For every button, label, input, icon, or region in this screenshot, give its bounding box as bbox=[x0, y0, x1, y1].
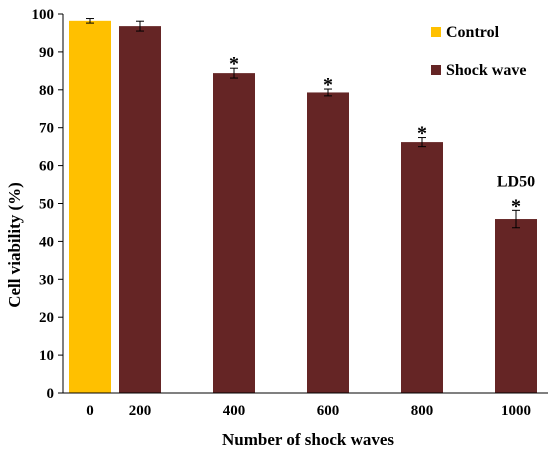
y-tick-label: 90 bbox=[39, 45, 54, 61]
significance-markers: * * * * bbox=[229, 53, 521, 217]
legend-label: Control bbox=[446, 24, 500, 41]
bar-800 bbox=[401, 142, 443, 393]
y-tick-label: 40 bbox=[39, 234, 54, 250]
bar-0 bbox=[69, 20, 111, 394]
y-tick-label: 60 bbox=[39, 159, 54, 175]
y-tick-label: 30 bbox=[39, 272, 54, 288]
y-axis-ticks: 0 10 20 30 40 50 60 70 80 90 100 bbox=[32, 7, 63, 402]
bar-200 bbox=[119, 26, 161, 394]
bar-1000 bbox=[495, 219, 537, 393]
y-tick-label: 80 bbox=[39, 83, 54, 99]
y-tick-label: 100 bbox=[32, 7, 55, 23]
x-tick-label: 800 bbox=[411, 403, 434, 419]
x-tick-label: 200 bbox=[129, 403, 152, 419]
bar-400 bbox=[213, 73, 255, 394]
y-tick-label: 50 bbox=[39, 197, 54, 213]
legend-label: Shock wave bbox=[446, 62, 526, 79]
x-tick-label: 0 bbox=[86, 403, 94, 419]
x-tick-label: 1000 bbox=[501, 403, 531, 419]
y-tick-label: 20 bbox=[39, 310, 54, 326]
significance-star: * bbox=[229, 53, 239, 75]
bars bbox=[69, 20, 537, 394]
y-axis-title: Cell viability (%) bbox=[5, 182, 24, 308]
x-axis-ticks: 0 200 400 600 800 1000 bbox=[86, 403, 531, 419]
x-tick-label: 400 bbox=[223, 403, 246, 419]
y-tick-label: 70 bbox=[39, 121, 54, 137]
x-axis-title: Number of shock waves bbox=[222, 430, 394, 449]
x-tick-label: 600 bbox=[317, 403, 340, 419]
significance-star: * bbox=[323, 74, 333, 96]
legend-swatch bbox=[431, 27, 441, 37]
significance-star: * bbox=[511, 195, 521, 217]
significance-star: * bbox=[417, 123, 427, 145]
legend-swatch bbox=[431, 65, 441, 75]
bar-600 bbox=[307, 92, 349, 393]
ld50-annotation: LD50 bbox=[497, 173, 535, 190]
error-bars bbox=[86, 18, 520, 229]
legend: Control Shock wave bbox=[431, 24, 526, 79]
y-tick-label: 10 bbox=[39, 348, 54, 364]
y-tick-label: 0 bbox=[47, 386, 55, 402]
